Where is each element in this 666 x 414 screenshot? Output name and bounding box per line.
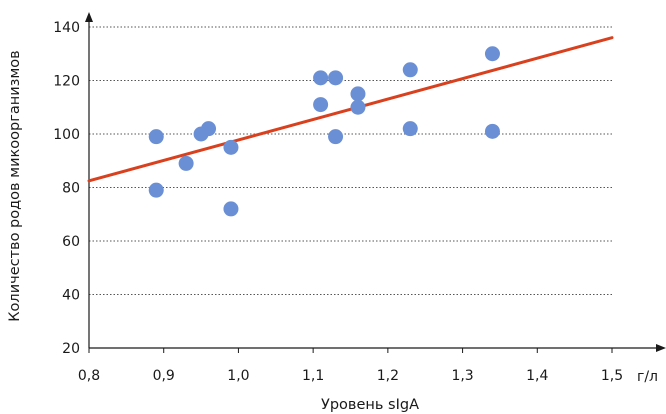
x-tick-label: 1,0 — [227, 368, 249, 384]
data-point — [178, 155, 194, 171]
x-tick-label: 1,3 — [451, 368, 473, 384]
data-point — [484, 123, 500, 139]
y-axis-title: Количество родов микоорганизмов — [7, 50, 23, 321]
data-point — [402, 121, 418, 137]
data-point — [313, 97, 329, 113]
data-point — [148, 182, 164, 198]
data-point — [484, 46, 500, 62]
y-tick-label: 140 — [53, 20, 80, 36]
y-axis-arrow — [85, 12, 93, 22]
data-point — [328, 70, 344, 86]
y-tick-label: 40 — [62, 288, 80, 304]
data-points — [148, 46, 500, 217]
data-point — [313, 70, 329, 86]
axes — [85, 12, 666, 353]
y-tick-label: 120 — [53, 74, 80, 90]
data-point — [350, 99, 366, 115]
data-point — [350, 86, 366, 102]
x-tick-label: 1,5 — [601, 368, 623, 384]
trendline-group — [87, 36, 614, 183]
y-tick-label: 20 — [62, 341, 80, 357]
x-axis-unit: г/л — [637, 369, 658, 385]
y-tick-label: 60 — [62, 234, 80, 250]
data-point — [148, 129, 164, 145]
x-axis-title: Уровень sIgA — [321, 397, 419, 413]
data-point — [201, 121, 217, 137]
x-tick-label: 0,8 — [78, 368, 100, 384]
data-point — [223, 201, 239, 217]
y-tick-label: 100 — [53, 127, 80, 143]
data-point — [402, 62, 418, 78]
x-tick-label: 0,9 — [153, 368, 175, 384]
data-point — [328, 129, 344, 145]
x-axis-arrow — [656, 344, 666, 352]
tick-labels: 20 40 60 80 100 120 140 0,8 0,9 1,0 1,1 1,2 1,3 1,4 1,… — [53, 20, 623, 384]
x-tick-label: 1,1 — [302, 368, 324, 384]
x-tick-label: 1,2 — [377, 368, 399, 384]
trendline — [87, 36, 614, 183]
y-tick-label: 80 — [62, 181, 80, 197]
data-point — [223, 139, 239, 155]
x-tick-label: 1,4 — [526, 368, 548, 384]
